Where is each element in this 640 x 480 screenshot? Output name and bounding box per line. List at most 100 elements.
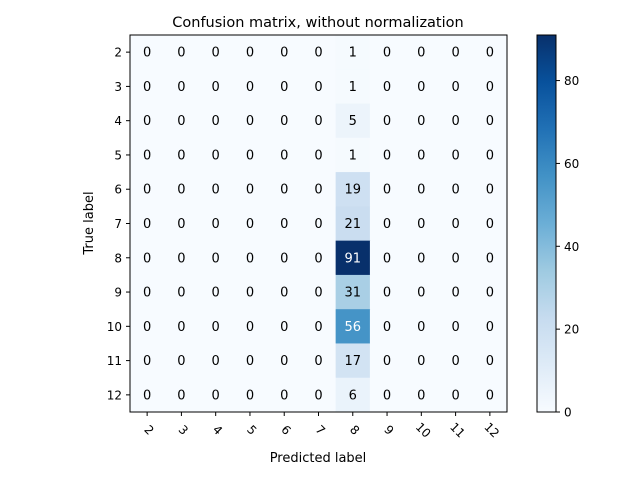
heatmap-cell [198,240,234,276]
heatmap-cell [472,172,508,207]
cell-value-label: 0 [314,46,322,61]
heatmap-cell [232,206,268,242]
heatmap-cell [130,35,165,70]
cell-value-label: 0 [451,320,459,335]
cell-value-label: 0 [246,320,254,335]
heatmap-cell [438,35,474,70]
cell-value-label: 0 [212,217,220,232]
cell-value-labels: 0 0 0 0 0 0 1 0 0 0 0 0 0 0 0 0 0 1 0 0 0 0 0 0 0 0 0 0 5 0 0 0 0 0 0 0 0 0 0 1… [143,46,494,404]
y-tick-label: 2 [114,46,122,60]
y-tick-label: 11 [107,354,122,368]
cell-value-label: 0 [212,320,220,335]
cell-value-label: 0 [417,354,425,369]
cell-value-label: 0 [143,388,151,403]
cell-value-label: 0 [280,217,288,232]
cell-value-label: 1 [349,80,357,95]
cell-value-label: 0 [486,217,494,232]
cell-value-label: 0 [486,46,494,61]
heatmap-cell [130,206,165,242]
heatmap-cell [369,137,405,173]
cell-value-label: 0 [280,286,288,301]
cell-value-label: 0 [143,217,151,232]
heatmap-cell [438,377,474,413]
heatmap-cell [404,35,439,70]
cell-value-label: 0 [280,46,288,61]
cell-value-label: 0 [314,80,322,95]
cell-value-label: 0 [143,114,151,129]
cell-value-label: 0 [486,320,494,335]
cell-value-label: 0 [486,80,494,95]
heatmap-cell [369,172,405,207]
heatmap-cell [369,206,405,242]
cell-value-label: 0 [246,114,254,129]
heatmap-cell [472,274,508,310]
cell-value-label: 0 [451,46,459,61]
cell-value-label: 19 [344,183,361,198]
heatmap-cell [232,377,268,413]
heatmap-cell [164,137,199,173]
cell-value-label: 0 [143,320,151,335]
cell-value-label: 0 [383,183,391,198]
cell-value-label: 0 [246,80,254,95]
heatmap-cell [404,343,439,379]
heatmap-cell [438,69,474,104]
heatmap-cell [404,274,439,310]
cell-value-label: 0 [212,286,220,301]
heatmap-cell [164,274,199,310]
heatmap-cell [438,343,474,379]
heatmap-cell [438,137,474,173]
cell-value-label: 0 [212,251,220,266]
cell-value-label: 0 [417,183,425,198]
cell-value-label: 0 [451,354,459,369]
y-tick-label: 4 [114,114,122,128]
heatmap-cell [130,274,165,310]
heatmap-cell [369,343,405,379]
cell-value-label: 0 [486,183,494,198]
heatmap-cell [267,137,302,173]
cell-value-label: 0 [177,46,185,61]
heatmap-cell [301,240,337,276]
y-tick-label: 8 [114,251,122,265]
heatmap-cell [369,309,405,344]
y-tick-label: 12 [107,388,122,402]
heatmap-cell [438,206,474,242]
cell-value-label: 0 [143,46,151,61]
heatmap-cell [472,377,508,413]
heatmap-cell [301,172,337,207]
heatmap-cell [198,172,234,207]
colorbar-tick-label: 0 [564,406,572,420]
cell-value-label: 1 [349,148,357,163]
cell-value-label: 0 [383,46,391,61]
heatmap-cell [232,172,268,207]
heatmap-cell [164,206,199,242]
heatmap-cell [198,206,234,242]
cell-value-label: 0 [280,148,288,163]
heatmap-cell [198,377,234,413]
heatmap-cell [267,377,302,413]
cell-value-label: 0 [143,354,151,369]
heatmap-cell [369,377,405,413]
cell-value-label: 0 [451,388,459,403]
heatmap-cell [335,172,371,207]
heatmap-cell [404,377,439,413]
cell-value-label: 0 [417,251,425,266]
heatmap-cell [301,137,337,173]
heatmap-cell [335,274,371,310]
heatmap-cell [301,343,337,379]
cell-value-label: 0 [177,286,185,301]
cell-value-label: 0 [280,80,288,95]
cell-value-label: 0 [417,46,425,61]
cell-value-label: 0 [486,286,494,301]
heatmap-cell [404,69,439,104]
heatmap-cell [232,343,268,379]
heatmap-cell [301,103,337,139]
chart-title: Confusion matrix, without normalization [172,15,463,31]
cell-value-label: 0 [383,114,391,129]
heatmap-cell [130,377,165,413]
cell-value-label: 0 [143,286,151,301]
cell-value-label: 0 [417,217,425,232]
heatmap-cell [369,35,405,70]
y-tick-label: 6 [114,183,122,197]
cell-value-label: 0 [280,251,288,266]
